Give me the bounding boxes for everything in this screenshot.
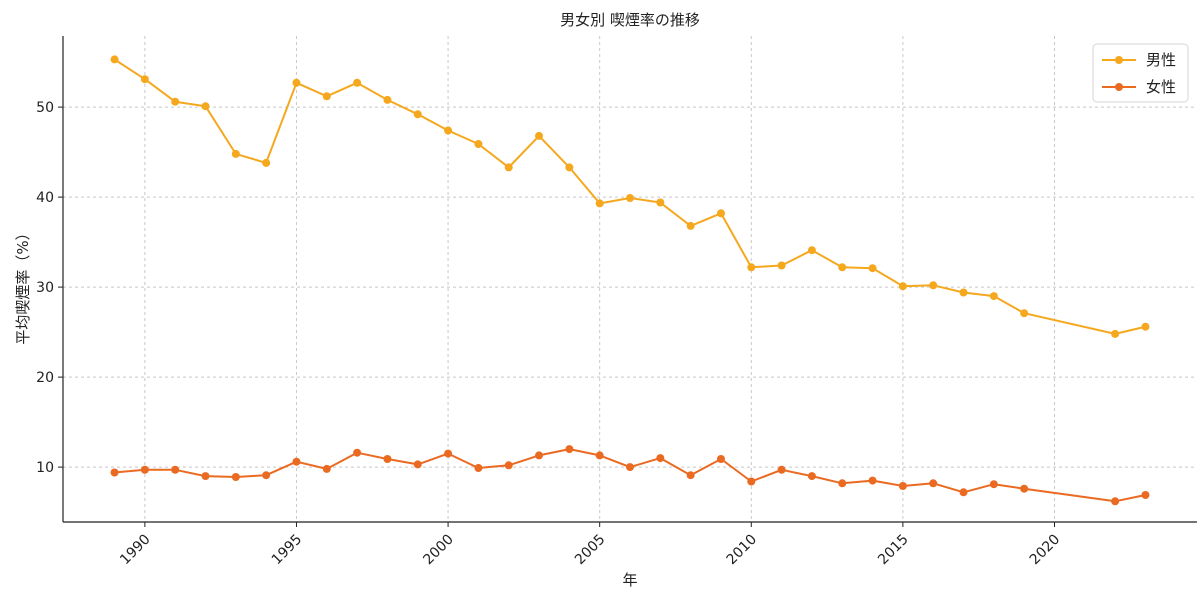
data-point — [504, 461, 513, 470]
data-point — [444, 449, 453, 458]
data-point — [110, 55, 119, 64]
data-point — [777, 465, 786, 474]
y-tick-label: 20 — [36, 370, 54, 386]
data-point — [171, 97, 180, 106]
data-point — [322, 464, 331, 473]
data-point — [656, 454, 665, 463]
data-point — [292, 78, 301, 87]
data-point — [777, 261, 786, 270]
data-point — [1020, 309, 1029, 318]
data-point — [929, 479, 938, 488]
y-tick-label: 50 — [36, 100, 54, 116]
data-point — [110, 468, 119, 477]
data-point — [353, 78, 362, 87]
data-point — [626, 463, 634, 472]
data-point — [868, 476, 877, 485]
x-axis-label: 年 — [622, 571, 637, 589]
y-tick-label: 40 — [36, 190, 54, 206]
data-point — [140, 75, 149, 84]
data-point — [686, 221, 695, 230]
x-tick-label: 2000 — [420, 532, 457, 569]
data-point — [383, 95, 392, 104]
data-point — [231, 149, 240, 158]
data-point — [929, 281, 938, 290]
data-point — [716, 455, 725, 463]
data-point — [413, 460, 422, 469]
x-tick-label: 2020 — [1027, 532, 1064, 569]
data-point — [231, 473, 240, 481]
x-tick-label: 2015 — [875, 532, 912, 569]
y-axis-label: 平均喫煙率（%） — [14, 225, 32, 344]
data-point — [747, 263, 756, 272]
data-point — [504, 163, 513, 172]
data-point — [1141, 322, 1150, 331]
data-point — [413, 110, 422, 119]
data-point — [626, 194, 634, 202]
data-point — [595, 451, 604, 460]
data-point — [535, 451, 544, 460]
data-point — [322, 92, 331, 101]
x-tick-label: 2010 — [724, 532, 761, 569]
data-point — [383, 455, 392, 463]
x-tick-label: 1995 — [269, 532, 306, 569]
data-point — [201, 472, 210, 481]
data-point — [595, 199, 604, 208]
data-point — [171, 465, 180, 474]
data-point — [898, 282, 907, 291]
legend-label: 女性 — [1146, 78, 1176, 96]
data-point — [747, 477, 756, 486]
data-point — [838, 263, 847, 272]
data-point — [474, 464, 483, 472]
data-point — [807, 246, 816, 255]
data-point — [262, 471, 271, 480]
data-point — [989, 292, 998, 301]
data-point — [686, 471, 695, 480]
axes — [62, 36, 1197, 523]
data-point — [838, 479, 847, 488]
data-point — [474, 140, 483, 148]
data-point — [716, 209, 725, 218]
data-point — [1111, 497, 1120, 506]
grid — [63, 36, 1197, 522]
series-1 — [110, 55, 1150, 338]
data-point — [959, 488, 968, 497]
data-point — [656, 198, 665, 207]
data-point — [868, 264, 877, 273]
legend-label: 男性 — [1146, 51, 1176, 69]
data-point — [807, 472, 816, 481]
data-point — [959, 288, 968, 297]
data-point — [989, 480, 998, 489]
data-point — [565, 445, 574, 454]
legend-swatch-marker — [1115, 56, 1123, 64]
legend-swatch-marker — [1115, 83, 1123, 91]
data-point — [1020, 484, 1029, 493]
chart-title: 男女別 喫煙率の推移 — [560, 11, 700, 29]
data-point — [898, 482, 907, 490]
data-point — [1141, 491, 1150, 499]
data-point — [292, 457, 301, 466]
x-tick-labels: 1990 1995 2000 2005 2010 2015 2020 — [117, 522, 1063, 568]
data-point — [262, 158, 271, 167]
y-tick-label: 30 — [36, 280, 54, 296]
x-tick-label: 2005 — [572, 532, 609, 569]
data-point — [201, 102, 210, 111]
data-point — [444, 126, 453, 135]
data-point — [565, 163, 574, 172]
data-point — [353, 448, 362, 457]
x-tick-label: 1990 — [117, 532, 154, 569]
y-tick-labels: 10 20 30 40 50 — [36, 100, 63, 476]
series-2 — [110, 445, 1150, 506]
data-point — [140, 465, 149, 474]
series-layer — [110, 55, 1150, 506]
data-point — [1111, 329, 1120, 338]
data-point — [535, 131, 544, 140]
y-tick-label: 10 — [36, 460, 54, 476]
